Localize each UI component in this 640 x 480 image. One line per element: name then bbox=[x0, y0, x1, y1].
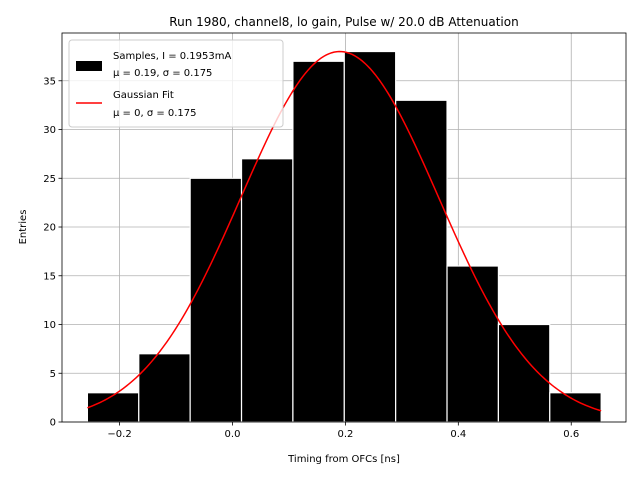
y-tick-label: 20 bbox=[43, 223, 56, 234]
y-axis-label: Entries bbox=[18, 210, 29, 245]
histogram-bar bbox=[240, 158, 294, 423]
y-tick-label: 10 bbox=[43, 320, 56, 331]
histogram-bar bbox=[497, 323, 551, 423]
legend-label-fit-line2: μ = 0, σ = 0.175 bbox=[113, 108, 197, 119]
histogram-bars bbox=[86, 50, 602, 423]
y-tick-label: 25 bbox=[43, 174, 56, 185]
y-tick-label: 0 bbox=[50, 418, 56, 429]
x-tick-label: 0.2 bbox=[337, 429, 353, 440]
y-tick-label: 15 bbox=[43, 271, 56, 282]
y-tick-label: 5 bbox=[50, 369, 56, 380]
x-tick-label: 0.4 bbox=[450, 429, 466, 440]
legend-label-samples-line2: μ = 0.19, σ = 0.175 bbox=[113, 68, 212, 79]
y-axis-ticks: 0 5 10 15 20 25 30 35 bbox=[43, 76, 62, 429]
legend-swatch-samples bbox=[76, 61, 102, 71]
legend-label-fit-line1: Gaussian Fit bbox=[113, 90, 174, 101]
histogram-bar bbox=[395, 99, 448, 423]
histogram-bar bbox=[446, 265, 500, 423]
x-axis-ticks: −0.2 0.0 0.2 0.4 0.6 bbox=[107, 422, 579, 440]
histogram-bar bbox=[86, 392, 140, 423]
x-tick-label: 0.6 bbox=[563, 429, 579, 440]
histogram-bar bbox=[292, 60, 345, 423]
x-tick-label: 0.0 bbox=[225, 429, 241, 440]
chart-title: Run 1980, channel8, lo gain, Pulse w/ 20… bbox=[169, 15, 518, 29]
histogram-bar bbox=[138, 353, 191, 423]
x-axis-label: Timing from OFCs [ns] bbox=[287, 454, 400, 465]
legend-label-samples-line1: Samples, I = 0.1953mA bbox=[113, 51, 231, 62]
x-tick-label: −0.2 bbox=[107, 429, 131, 440]
legend-box bbox=[68, 39, 284, 128]
plot-frame bbox=[61, 32, 627, 423]
y-tick-label: 35 bbox=[43, 76, 56, 87]
y-tick-label: 30 bbox=[43, 125, 56, 136]
histogram-bar bbox=[549, 392, 602, 423]
histogram-bar bbox=[343, 50, 397, 423]
gaussian-fit-line bbox=[87, 50, 602, 412]
histogram-bar bbox=[189, 177, 243, 423]
legend: Samples, I = 0.1953mA μ = 0.19, σ = 0.17… bbox=[68, 39, 284, 128]
